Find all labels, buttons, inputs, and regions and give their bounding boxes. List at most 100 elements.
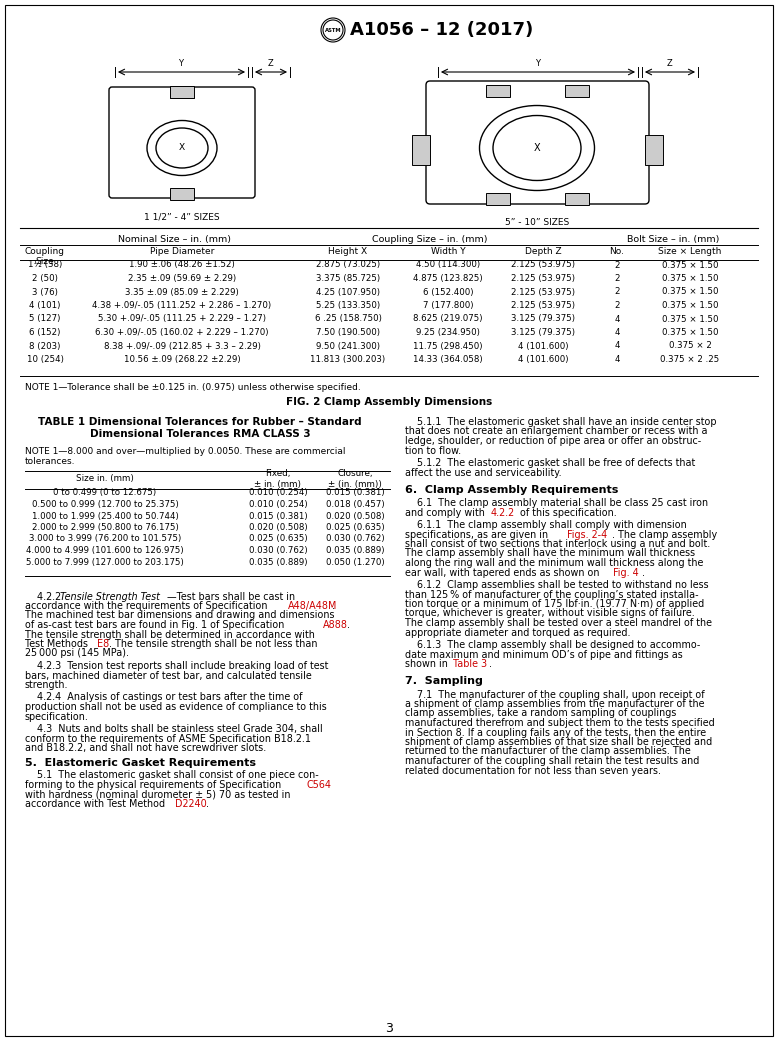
Text: 5” - 10” SIZES: 5” - 10” SIZES — [505, 218, 569, 227]
Text: FIG. 2 Clamp Assembly Dimensions: FIG. 2 Clamp Assembly Dimensions — [286, 397, 492, 407]
Bar — [645, 135, 663, 166]
Text: returned to the manufacturer of the clamp assemblies. The: returned to the manufacturer of the clam… — [405, 746, 691, 757]
Text: 5.25 (133.350): 5.25 (133.350) — [316, 301, 380, 310]
Text: X: X — [179, 144, 185, 152]
Text: accordance with the requirements of Specification: accordance with the requirements of Spec… — [25, 601, 271, 611]
Text: 6 (152.400): 6 (152.400) — [422, 287, 473, 297]
Text: 1.000 to 1.999 (25.400 to 50.744): 1.000 to 1.999 (25.400 to 50.744) — [32, 511, 178, 520]
FancyBboxPatch shape — [426, 81, 649, 204]
Text: 6.1  The clamp assembly material shall be class 25 cast iron: 6.1 The clamp assembly material shall be… — [405, 498, 708, 508]
Text: 3.125 (79.375): 3.125 (79.375) — [511, 314, 575, 324]
Text: that does not create an enlargement chamber or recess with a: that does not create an enlargement cham… — [405, 427, 707, 436]
Text: 3 (76): 3 (76) — [32, 287, 58, 297]
Text: 4.2.2: 4.2.2 — [25, 591, 64, 602]
Text: The tensile strength shall be determined in accordance with: The tensile strength shall be determined… — [25, 630, 315, 639]
Text: Size × Length: Size × Length — [658, 247, 722, 256]
Text: 5.1.2  The elastomeric gasket shall be free of defects that: 5.1.2 The elastomeric gasket shall be fr… — [405, 458, 696, 468]
Text: . The clamp assembly: . The clamp assembly — [612, 530, 717, 539]
Text: 4.875 (123.825): 4.875 (123.825) — [413, 274, 483, 283]
Text: NOTE 1—8.000 and over—multiplied by 0.0050. These are commercial
tolerances.: NOTE 1—8.000 and over—multiplied by 0.00… — [25, 447, 345, 466]
Text: 2.125 (53.975): 2.125 (53.975) — [511, 274, 575, 283]
Circle shape — [323, 20, 343, 40]
Text: 7.50 (190.500): 7.50 (190.500) — [316, 328, 380, 337]
Text: . The tensile strength shall be not less than: . The tensile strength shall be not less… — [109, 639, 317, 649]
Text: tion torque or a minimum of 175 lbf·in. (19.77 N·m) of applied: tion torque or a minimum of 175 lbf·in. … — [405, 599, 704, 609]
Text: The clamp assembly shall be tested over a steel mandrel of the: The clamp assembly shall be tested over … — [405, 618, 712, 628]
Bar — [565, 85, 589, 97]
Text: 4.3  Nuts and bolts shall be stainless steel Grade 304, shall: 4.3 Nuts and bolts shall be stainless st… — [25, 723, 323, 734]
Text: TABLE 1 Dimensional Tolerances for Rubber – Standard
Dimensional Tolerances RMA : TABLE 1 Dimensional Tolerances for Rubbe… — [38, 417, 362, 438]
Text: 0.375 × 1.50: 0.375 × 1.50 — [662, 301, 718, 310]
Text: 4.50 (114.300): 4.50 (114.300) — [416, 260, 480, 270]
Text: 4: 4 — [615, 314, 620, 324]
Text: 0.010 (0.254): 0.010 (0.254) — [249, 500, 307, 509]
Text: conform to the requirements of ASME Specification B18.2.1: conform to the requirements of ASME Spec… — [25, 734, 311, 743]
Text: clamp assemblies, take a random sampling of couplings: clamp assemblies, take a random sampling… — [405, 709, 676, 718]
Text: 4 (101.600): 4 (101.600) — [517, 341, 568, 351]
Text: 0.375 × 1.50: 0.375 × 1.50 — [662, 314, 718, 324]
Text: in Section 8. If a coupling fails any of the tests, then the entire: in Section 8. If a coupling fails any of… — [405, 728, 706, 737]
Text: Coupling
Size: Coupling Size — [25, 247, 65, 266]
Text: 10 (254): 10 (254) — [26, 355, 64, 364]
Text: 0.035 (0.889): 0.035 (0.889) — [249, 558, 307, 566]
Text: 5 (127): 5 (127) — [30, 314, 61, 324]
Ellipse shape — [147, 121, 217, 176]
Text: tion to flow.: tion to flow. — [405, 446, 461, 456]
Text: E8: E8 — [97, 639, 109, 649]
Text: .: . — [489, 659, 492, 669]
Text: 2: 2 — [615, 287, 620, 297]
Text: 2.125 (53.975): 2.125 (53.975) — [511, 301, 575, 310]
Text: 9.25 (234.950): 9.25 (234.950) — [416, 328, 480, 337]
Text: 4 (101): 4 (101) — [30, 301, 61, 310]
Text: 2.875 (73.025): 2.875 (73.025) — [316, 260, 380, 270]
Text: 7.1  The manufacturer of the coupling shall, upon receipt of: 7.1 The manufacturer of the coupling sha… — [405, 689, 705, 700]
Text: 5.30 +.09/-.05 (111.25 + 2.229 – 1.27): 5.30 +.09/-.05 (111.25 + 2.229 – 1.27) — [98, 314, 266, 324]
Text: Width Y: Width Y — [431, 247, 465, 256]
Text: specification.: specification. — [25, 711, 89, 721]
Text: 8.625 (219.075): 8.625 (219.075) — [413, 314, 483, 324]
Text: 1.90 ±.06 (48.26 ±1.52): 1.90 ±.06 (48.26 ±1.52) — [129, 260, 235, 270]
Text: 6.1.3  The clamp assembly shall be designed to accommo-: 6.1.3 The clamp assembly shall be design… — [405, 640, 700, 650]
Text: 0.375 × 1.50: 0.375 × 1.50 — [662, 287, 718, 297]
FancyBboxPatch shape — [109, 87, 255, 198]
Text: 5.1.1  The elastomeric gasket shall have an inside center stop: 5.1.1 The elastomeric gasket shall have … — [405, 417, 717, 427]
Text: 0.035 (0.889): 0.035 (0.889) — [326, 545, 384, 555]
Text: 11.75 (298.450): 11.75 (298.450) — [413, 341, 483, 351]
Text: Pipe Diameter: Pipe Diameter — [150, 247, 214, 256]
Text: X: X — [534, 143, 540, 153]
Text: A888: A888 — [323, 620, 348, 630]
Text: No.: No. — [609, 247, 625, 256]
Text: 5.  Elastomeric Gasket Requirements: 5. Elastomeric Gasket Requirements — [25, 758, 256, 767]
Text: and B18.2.2, and shall not have screwdriver slots.: and B18.2.2, and shall not have screwdri… — [25, 743, 266, 753]
Text: 0.050 (1.270): 0.050 (1.270) — [326, 558, 384, 566]
Text: The clamp assembly shall have the minimum wall thickness: The clamp assembly shall have the minimu… — [405, 549, 695, 559]
Text: .: . — [206, 799, 209, 809]
Text: affect the use and serviceability.: affect the use and serviceability. — [405, 467, 562, 478]
Text: ear wall, with tapered ends as shown on: ear wall, with tapered ends as shown on — [405, 567, 602, 578]
Text: Height X: Height X — [328, 247, 367, 256]
Text: 0.030 (0.762): 0.030 (0.762) — [326, 534, 384, 543]
Text: related documentation for not less than seven years.: related documentation for not less than … — [405, 765, 661, 776]
Text: 0.375 × 2 .25: 0.375 × 2 .25 — [661, 355, 720, 364]
Text: manufactured therefrom and subject them to the tests specified: manufactured therefrom and subject them … — [405, 718, 715, 728]
Text: along the ring wall and the minimum wall thickness along the: along the ring wall and the minimum wall… — [405, 558, 703, 568]
Text: Y: Y — [178, 59, 184, 68]
Text: 3.000 to 3.999 (76.200 to 101.575): 3.000 to 3.999 (76.200 to 101.575) — [29, 534, 181, 543]
Text: Z: Z — [268, 59, 274, 68]
Text: 4: 4 — [615, 328, 620, 337]
Text: 2.125 (53.975): 2.125 (53.975) — [511, 260, 575, 270]
Text: .: . — [347, 620, 350, 630]
Text: 4.2.4  Analysis of castings or test bars after the time of: 4.2.4 Analysis of castings or test bars … — [25, 692, 303, 703]
Ellipse shape — [479, 105, 594, 191]
Text: appropriate diameter and torqued as required.: appropriate diameter and torqued as requ… — [405, 628, 630, 637]
Text: production shall not be used as evidence of compliance to this: production shall not be used as evidence… — [25, 702, 327, 712]
Text: 5.1  The elastomeric gasket shall consist of one piece con-: 5.1 The elastomeric gasket shall consist… — [25, 770, 319, 781]
Text: 0.015 (0.381): 0.015 (0.381) — [326, 488, 384, 498]
Text: Coupling Size – in. (mm): Coupling Size – in. (mm) — [372, 235, 488, 244]
Bar — [170, 188, 194, 200]
Text: 0.020 (0.508): 0.020 (0.508) — [326, 511, 384, 520]
Text: strength.: strength. — [25, 680, 68, 690]
Text: .: . — [332, 601, 335, 611]
Text: 8 (203): 8 (203) — [30, 341, 61, 351]
Text: C564: C564 — [307, 780, 332, 790]
